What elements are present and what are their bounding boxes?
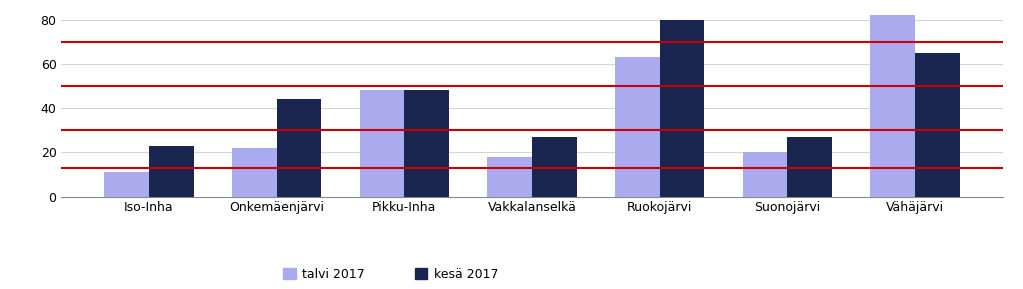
Bar (915, 53, 960, 197)
Bar (149, 146, 193, 197)
Bar (359, 90, 404, 197)
Bar (532, 137, 577, 197)
Bar (871, 15, 915, 197)
Bar (615, 57, 660, 197)
Bar (788, 137, 832, 197)
Bar (487, 157, 532, 197)
Bar (232, 148, 276, 197)
Legend: talvi 2017, kesä 2017: talvi 2017, kesä 2017 (278, 263, 503, 286)
Bar (276, 99, 321, 197)
Bar (404, 90, 449, 197)
Bar (743, 152, 788, 197)
Bar (660, 20, 705, 197)
Bar (104, 172, 149, 197)
